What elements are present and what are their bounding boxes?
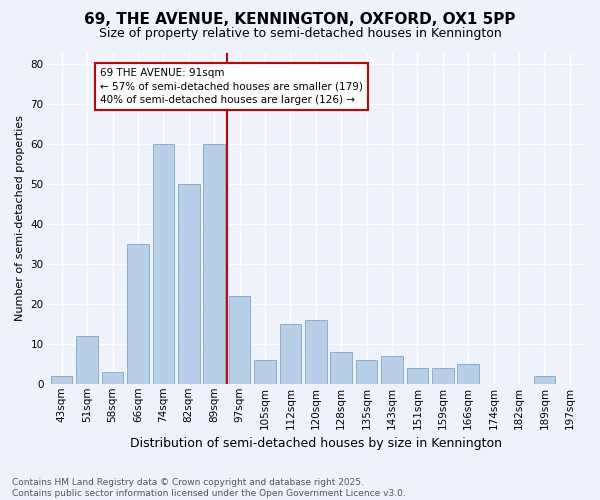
- Text: Contains HM Land Registry data © Crown copyright and database right 2025.
Contai: Contains HM Land Registry data © Crown c…: [12, 478, 406, 498]
- Bar: [127, 244, 149, 384]
- Bar: [533, 376, 555, 384]
- Bar: [254, 360, 276, 384]
- Bar: [407, 368, 428, 384]
- Y-axis label: Number of semi-detached properties: Number of semi-detached properties: [15, 115, 25, 321]
- Bar: [152, 144, 174, 384]
- Bar: [203, 144, 225, 384]
- X-axis label: Distribution of semi-detached houses by size in Kennington: Distribution of semi-detached houses by …: [130, 437, 502, 450]
- Bar: [51, 376, 73, 384]
- Text: 69 THE AVENUE: 91sqm
← 57% of semi-detached houses are smaller (179)
40% of semi: 69 THE AVENUE: 91sqm ← 57% of semi-detac…: [100, 68, 362, 105]
- Bar: [432, 368, 454, 384]
- Bar: [331, 352, 352, 384]
- Bar: [381, 356, 403, 384]
- Bar: [76, 336, 98, 384]
- Bar: [229, 296, 250, 384]
- Bar: [356, 360, 377, 384]
- Bar: [102, 372, 124, 384]
- Text: 69, THE AVENUE, KENNINGTON, OXFORD, OX1 5PP: 69, THE AVENUE, KENNINGTON, OXFORD, OX1 …: [84, 12, 516, 28]
- Text: Size of property relative to semi-detached houses in Kennington: Size of property relative to semi-detach…: [98, 28, 502, 40]
- Bar: [457, 364, 479, 384]
- Bar: [178, 184, 200, 384]
- Bar: [280, 324, 301, 384]
- Bar: [305, 320, 326, 384]
